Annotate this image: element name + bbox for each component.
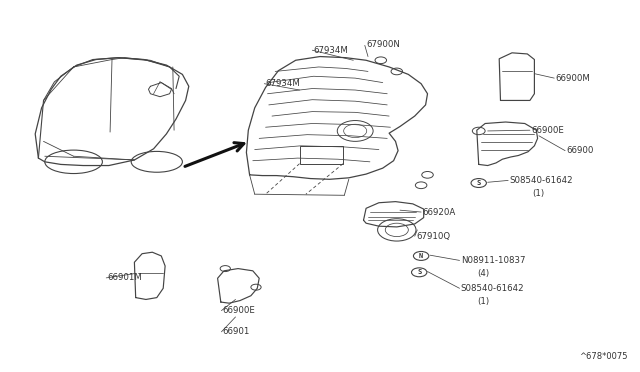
Circle shape <box>412 268 427 277</box>
Text: 66901M: 66901M <box>108 273 142 282</box>
Text: 67900N: 67900N <box>366 40 400 49</box>
Circle shape <box>220 266 230 272</box>
Text: 66901: 66901 <box>223 327 250 336</box>
Text: S: S <box>417 269 421 275</box>
Text: 67934M: 67934M <box>266 79 300 88</box>
Text: 66900E: 66900E <box>223 306 255 315</box>
Text: ^678*0075: ^678*0075 <box>579 352 627 361</box>
Circle shape <box>251 284 261 290</box>
Circle shape <box>471 179 486 187</box>
Text: S08540-61642: S08540-61642 <box>461 284 524 293</box>
Text: S: S <box>477 180 481 186</box>
Text: 66900E: 66900E <box>531 126 564 135</box>
Text: 66920A: 66920A <box>422 208 456 217</box>
Text: 66900: 66900 <box>566 146 594 155</box>
Text: (4): (4) <box>477 269 489 278</box>
Circle shape <box>422 171 433 178</box>
Circle shape <box>415 182 427 189</box>
Circle shape <box>391 68 403 75</box>
Text: S08540-61642: S08540-61642 <box>509 176 573 185</box>
Text: (1): (1) <box>532 189 545 198</box>
Bar <box>300 146 343 164</box>
Text: 67910Q: 67910Q <box>416 232 450 241</box>
Text: (1): (1) <box>477 297 489 306</box>
Circle shape <box>375 57 387 64</box>
Circle shape <box>413 251 429 260</box>
Text: 67934M: 67934M <box>314 46 348 55</box>
Text: N08911-10837: N08911-10837 <box>461 256 525 265</box>
Circle shape <box>472 127 485 135</box>
Text: 66900M: 66900M <box>556 74 590 83</box>
Text: N: N <box>419 253 423 259</box>
